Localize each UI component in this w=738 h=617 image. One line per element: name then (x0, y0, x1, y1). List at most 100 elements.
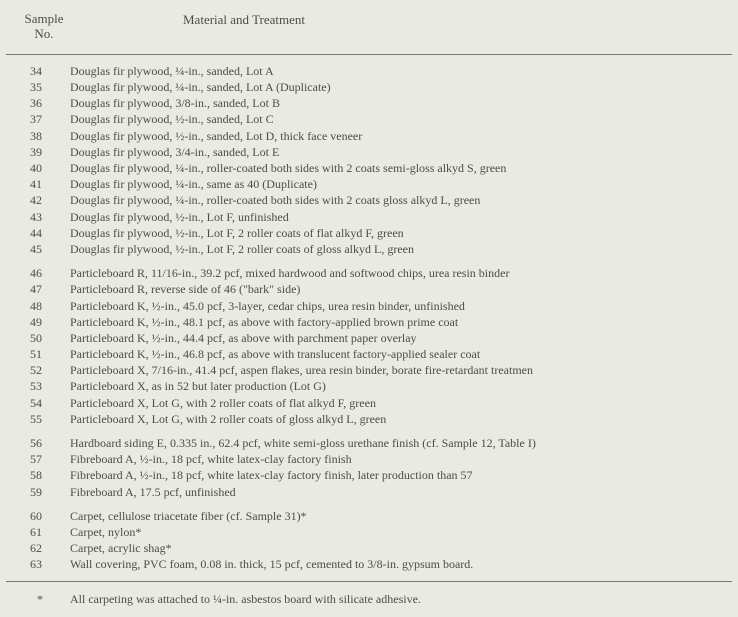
cell-sample-no: 61 (6, 524, 70, 540)
header-sample-label-line1: Sample (25, 11, 64, 26)
cell-sample-no: 40 (6, 160, 70, 176)
table-row: 49Particleboard K, ½-in., 48.1 pcf, as a… (6, 314, 732, 330)
cell-description: Douglas fir plywood, ¼-in., sanded, Lot … (70, 63, 732, 79)
cell-description: Hardboard siding E, 0.335 in., 62.4 pcf,… (70, 435, 732, 451)
cell-sample-no: 50 (6, 330, 70, 346)
header-sample-label-line2: No. (34, 26, 53, 41)
table-row: 47Particleboard R, reverse side of 46 ("… (6, 281, 732, 297)
table-row: 57Fibreboard A, ½-in., 18 pcf, white lat… (6, 451, 732, 467)
table-row: 48Particleboard K, ½-in., 45.0 pcf, 3-la… (6, 298, 732, 314)
cell-sample-no: 38 (6, 128, 70, 144)
table-body: 34Douglas fir plywood, ¼-in., sanded, Lo… (0, 63, 738, 573)
cell-sample-no: 35 (6, 79, 70, 95)
header-sample-no: Sample No. (10, 12, 78, 42)
cell-description: Particleboard X, 7/16-in., 41.4 pcf, asp… (70, 362, 732, 378)
table-row: 39Douglas fir plywood, 3/4-in., sanded, … (6, 144, 732, 160)
table-row: 56Hardboard siding E, 0.335 in., 62.4 pc… (6, 435, 732, 451)
cell-description: Douglas fir plywood, ¼-in., same as 40 (… (70, 176, 732, 192)
group-gap (6, 257, 732, 265)
cell-description: Carpet, cellulose triacetate fiber (cf. … (70, 508, 732, 524)
cell-sample-no: 60 (6, 508, 70, 524)
cell-sample-no: 39 (6, 144, 70, 160)
table-row: 54Particleboard X, Lot G, with 2 roller … (6, 395, 732, 411)
cell-description: Carpet, acrylic shag* (70, 540, 732, 556)
footnote-text: All carpeting was attached to ¼-in. asbe… (70, 592, 728, 607)
table-row: 51Particleboard K, ½-in., 46.8 pcf, as a… (6, 346, 732, 362)
cell-sample-no: 63 (6, 556, 70, 572)
table-row: 42Douglas fir plywood, ¼-in., roller-coa… (6, 192, 732, 208)
cell-sample-no: 53 (6, 378, 70, 394)
table-row: 38Douglas fir plywood, ½-in., sanded, Lo… (6, 128, 732, 144)
cell-description: Carpet, nylon* (70, 524, 732, 540)
cell-description: Douglas fir plywood, ½-in., Lot F, 2 rol… (70, 241, 732, 257)
table-row: 44Douglas fir plywood, ½-in., Lot F, 2 r… (6, 225, 732, 241)
cell-sample-no: 51 (6, 346, 70, 362)
cell-description: Douglas fir plywood, ½-in., Lot F, 2 rol… (70, 225, 732, 241)
cell-description: Douglas fir plywood, 3/8-in., sanded, Lo… (70, 95, 732, 111)
cell-description: Particleboard R, 11/16-in., 39.2 pcf, mi… (70, 265, 732, 281)
table-row: 53Particleboard X, as in 52 but later pr… (6, 378, 732, 394)
table-row: 36Douglas fir plywood, 3/8-in., sanded, … (6, 95, 732, 111)
cell-sample-no: 59 (6, 484, 70, 500)
cell-description: Particleboard X, Lot G, with 2 roller co… (70, 411, 732, 427)
header-rule (6, 54, 732, 55)
table-row: 62Carpet, acrylic shag* (6, 540, 732, 556)
cell-description: Wall covering, PVC foam, 0.08 in. thick,… (70, 556, 732, 572)
table-row: 35Douglas fir plywood, ¼-in., sanded, Lo… (6, 79, 732, 95)
cell-description: Douglas fir plywood, 3/4-in., sanded, Lo… (70, 144, 732, 160)
cell-sample-no: 42 (6, 192, 70, 208)
sample-table-page: Sample No. Material and Treatment 34Doug… (0, 0, 738, 617)
cell-description: Douglas fir plywood, ½-in., sanded, Lot … (70, 111, 732, 127)
footnote: * All carpeting was attached to ¼-in. as… (0, 588, 738, 607)
cell-sample-no: 37 (6, 111, 70, 127)
cell-sample-no: 52 (6, 362, 70, 378)
cell-description: Particleboard R, reverse side of 46 ("ba… (70, 281, 732, 297)
cell-description: Douglas fir plywood, ½-in., Lot F, unfin… (70, 209, 732, 225)
cell-sample-no: 36 (6, 95, 70, 111)
table-row: 58Fibreboard A, ½-in., 18 pcf, white lat… (6, 467, 732, 483)
cell-description: Douglas fir plywood, ¼-in., roller-coate… (70, 160, 732, 176)
cell-sample-no: 54 (6, 395, 70, 411)
table-row: 37Douglas fir plywood, ½-in., sanded, Lo… (6, 111, 732, 127)
cell-sample-no: 58 (6, 467, 70, 483)
table-row: 34Douglas fir plywood, ¼-in., sanded, Lo… (6, 63, 732, 79)
table-row: 46Particleboard R, 11/16-in., 39.2 pcf, … (6, 265, 732, 281)
cell-description: Fibreboard A, ½-in., 18 pcf, white latex… (70, 451, 732, 467)
cell-sample-no: 55 (6, 411, 70, 427)
group-gap (6, 500, 732, 508)
table-row: 45Douglas fir plywood, ½-in., Lot F, 2 r… (6, 241, 732, 257)
table-row: 60Carpet, cellulose triacetate fiber (cf… (6, 508, 732, 524)
cell-description: Douglas fir plywood, ¼-in., roller-coate… (70, 192, 732, 208)
cell-sample-no: 45 (6, 241, 70, 257)
cell-description: Particleboard K, ½-in., 46.8 pcf, as abo… (70, 346, 732, 362)
table-row: 41Douglas fir plywood, ¼-in., same as 40… (6, 176, 732, 192)
cell-description: Fibreboard A, ½-in., 18 pcf, white latex… (70, 467, 732, 483)
table-row: 52Particleboard X, 7/16-in., 41.4 pcf, a… (6, 362, 732, 378)
table-row: 61Carpet, nylon* (6, 524, 732, 540)
cell-description: Particleboard X, as in 52 but later prod… (70, 378, 732, 394)
table-row: 59Fibreboard A, 17.5 pcf, unfinished (6, 484, 732, 500)
cell-description: Particleboard K, ½-in., 45.0 pcf, 3-laye… (70, 298, 732, 314)
cell-description: Fibreboard A, 17.5 pcf, unfinished (70, 484, 732, 500)
cell-description: Douglas fir plywood, ¼-in., sanded, Lot … (70, 79, 732, 95)
table-row: 50Particleboard K, ½-in., 44.4 pcf, as a… (6, 330, 732, 346)
table-row: 43Douglas fir plywood, ½-in., Lot F, unf… (6, 209, 732, 225)
table-row: 63Wall covering, PVC foam, 0.08 in. thic… (6, 556, 732, 572)
footnote-mark: * (10, 592, 70, 607)
table-header: Sample No. Material and Treatment (0, 12, 738, 48)
cell-sample-no: 41 (6, 176, 70, 192)
cell-sample-no: 34 (6, 63, 70, 79)
footer-rule (6, 581, 732, 582)
cell-description: Douglas fir plywood, ½-in., sanded, Lot … (70, 128, 732, 144)
cell-sample-no: 49 (6, 314, 70, 330)
group-gap (6, 427, 732, 435)
cell-sample-no: 62 (6, 540, 70, 556)
cell-description: Particleboard X, Lot G, with 2 roller co… (70, 395, 732, 411)
cell-description: Particleboard K, ½-in., 44.4 pcf, as abo… (70, 330, 732, 346)
cell-sample-no: 44 (6, 225, 70, 241)
cell-sample-no: 57 (6, 451, 70, 467)
cell-sample-no: 43 (6, 209, 70, 225)
cell-sample-no: 47 (6, 281, 70, 297)
table-row: 55Particleboard X, Lot G, with 2 roller … (6, 411, 732, 427)
cell-sample-no: 48 (6, 298, 70, 314)
